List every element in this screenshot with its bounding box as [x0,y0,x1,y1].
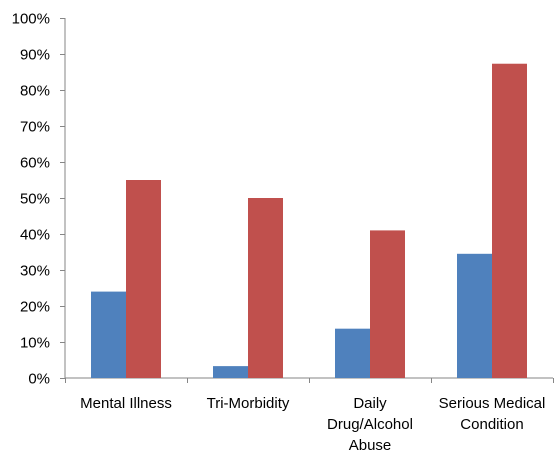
y-tick-label: 100% [12,11,50,28]
bar-series-1-4 [457,253,492,378]
bar-series-2-4 [492,63,527,378]
y-tick-label: 60% [20,155,50,172]
category-label: Condition [460,416,523,433]
category-label: Tri-Morbidity [207,395,290,412]
y-tick-label: 20% [20,299,50,316]
bar-series-1-3 [335,328,370,378]
bar-series-1-1 [91,291,126,378]
bar-series-2-3 [370,230,405,378]
y-tick-label: 0% [28,371,50,388]
y-tick-label: 40% [20,227,50,244]
category-label: Serious Medical [439,395,546,412]
y-tick-label: 80% [20,83,50,100]
y-tick-label: 10% [20,335,50,352]
category-label: Abuse [349,437,392,451]
bar-series-1-2 [213,366,248,378]
y-tick-label: 30% [20,263,50,280]
bar-series-2-1 [126,180,161,378]
category-label: Drug/Alcohol [327,416,413,433]
category-label: Mental Illness [80,395,172,412]
category-label: Daily [353,395,387,412]
y-tick-label: 70% [20,119,50,136]
bar-series-2-2 [248,198,283,378]
y-tick-label: 50% [20,191,50,208]
y-tick-label: 90% [20,47,50,64]
